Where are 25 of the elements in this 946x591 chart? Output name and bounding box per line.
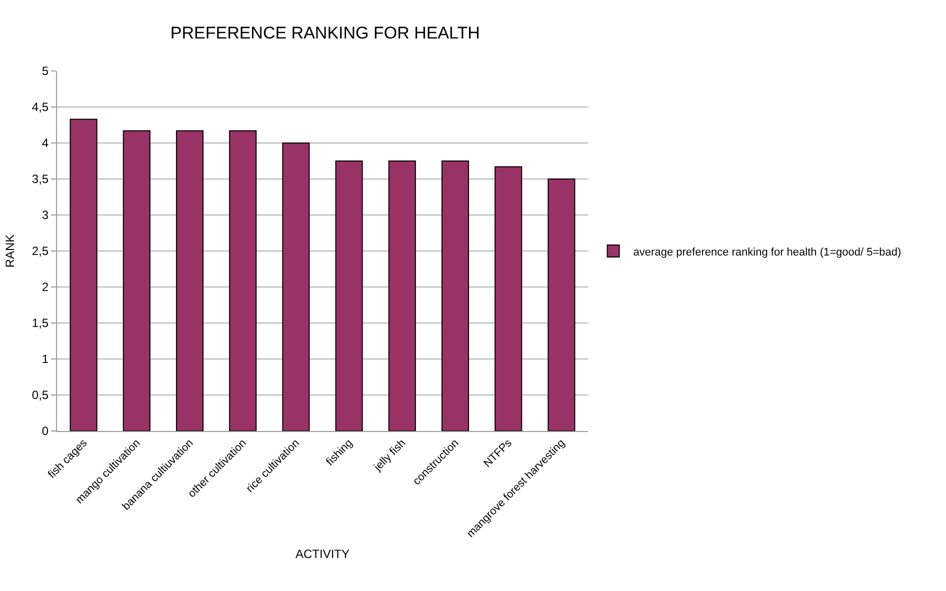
y-tick-label: 1 <box>42 352 49 366</box>
bar <box>229 130 257 431</box>
y-tick-label: 4,5 <box>32 100 49 114</box>
y-tick-label: 5 <box>42 64 49 78</box>
bar <box>176 130 204 431</box>
y-tick-label: 3 <box>42 208 49 222</box>
legend-label: average preference ranking for health (1=good/ 5=bad) <box>633 246 902 258</box>
y-tick-label: 2 <box>42 280 49 294</box>
bar <box>494 166 522 431</box>
bar <box>282 142 310 431</box>
bar <box>548 178 576 431</box>
bar <box>335 160 363 431</box>
y-tick-label: 2,5 <box>32 244 49 258</box>
y-axis-title: RANK <box>3 234 18 268</box>
bar <box>70 118 98 431</box>
bar <box>388 160 416 431</box>
chart-title: PREFERENCE RANKING FOR HEALTH <box>170 23 480 42</box>
y-tick-label: 0 <box>42 424 49 438</box>
bar <box>441 160 470 431</box>
y-tick-label: 4 <box>42 136 49 150</box>
y-tick-label: 3,5 <box>32 172 49 186</box>
y-tick-label: 0,5 <box>32 388 49 402</box>
y-tick-label: 1,5 <box>32 316 49 330</box>
bar <box>122 130 150 431</box>
x-axis-title: ACTIVITY <box>295 546 350 561</box>
